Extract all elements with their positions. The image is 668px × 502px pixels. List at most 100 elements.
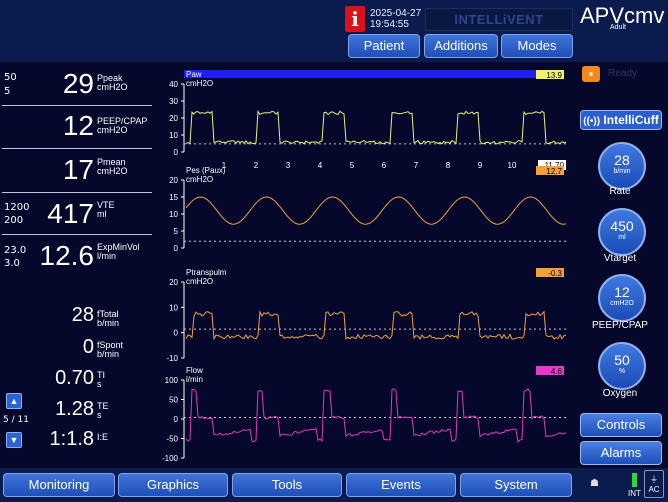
peep-control-unit: cmH2O [600, 300, 644, 307]
modes-button[interactable]: Modes [501, 34, 573, 58]
paw-header-bar [184, 70, 538, 78]
tab-system[interactable]: System [460, 473, 572, 497]
x-tick-label: 8 [446, 161, 451, 170]
int-label: INT [628, 489, 641, 498]
x-tick-label: 9 [478, 161, 483, 170]
status-icon: ⏸ [582, 66, 600, 82]
separator [2, 148, 152, 149]
vte-unit: ml [97, 210, 107, 219]
status-text: Ready [608, 68, 637, 79]
plug-icon: ⏚ [645, 474, 663, 485]
date: 2025-04-27 [370, 8, 421, 19]
oxygen-control[interactable]: 50 % [598, 342, 646, 390]
battery-icon [632, 473, 637, 487]
rate-unit: b/min [600, 168, 644, 175]
vtarget-control[interactable]: 450 ml [598, 208, 646, 256]
peep-control[interactable]: 12 cmH2O [598, 274, 646, 322]
peep-value: 12 [40, 110, 94, 142]
y-tick-label: 100 [165, 376, 179, 385]
oxygen-unit: % [600, 368, 644, 375]
ppeak-value: 29 [40, 68, 94, 100]
alarms-button[interactable]: Alarms [580, 441, 662, 465]
ppeak-limit-high: 50 [4, 72, 17, 83]
tab-graphics[interactable]: Graphics [118, 473, 228, 497]
graph-readout: 12.7 [546, 167, 562, 176]
fspont-value: 0 [40, 336, 94, 359]
graph-readout: 13.9 [546, 71, 562, 80]
intellicuff-label: IntelliCuff [603, 113, 658, 127]
expminvol-limit-high: 23.0 [4, 245, 26, 256]
separator [2, 105, 152, 106]
tab-monitoring[interactable]: Monitoring [3, 473, 115, 497]
graph-unit: cmH2O [186, 277, 213, 286]
info-icon[interactable]: i [345, 6, 365, 32]
waveform-graphs: PawcmH2O13.9403020100123456789101111.70P… [158, 62, 574, 468]
ie-name: I:E [97, 433, 108, 442]
x-tick-label: 7 [414, 161, 419, 170]
waveform-trace [186, 389, 566, 442]
oxygen-value: 50 [600, 352, 644, 368]
patient-button[interactable]: Patient [348, 34, 420, 58]
waveform-trace [186, 197, 566, 224]
ac-label: AC [645, 485, 663, 494]
peep-control-value: 12 [600, 284, 644, 300]
time: 19:54:55 [370, 19, 409, 30]
x-tick-label: 10 [508, 161, 517, 170]
y-tick-label: 20 [169, 176, 178, 185]
ac-power-indicator: ⏚ AC [644, 470, 664, 498]
vtarget-label: Vtarget [585, 253, 655, 264]
pmean-value: 17 [40, 154, 94, 186]
y-tick-label: -100 [162, 454, 179, 463]
pmean-unit: cmH2O [97, 167, 128, 176]
tab-events[interactable]: Events [346, 473, 456, 497]
expminvol-limit-low: 3.0 [4, 258, 20, 269]
peep-control-label: PEEP/CPAP [585, 320, 655, 331]
x-tick-label: 4 [318, 161, 323, 170]
graph-title: Paw [186, 70, 202, 79]
left-monitoring-panel: 50 5 29 Ppeak cmH2O 12 PEEP/CPAP cmH2O 1… [0, 62, 156, 468]
graph-readout: -0.3 [548, 269, 562, 278]
expminvol-unit: l/min [97, 252, 116, 261]
controls-button[interactable]: Controls [580, 413, 662, 437]
graph-title: Pes (Paux) [186, 166, 226, 175]
page-up-button[interactable]: ▲ [6, 393, 22, 409]
vtarget-unit: ml [600, 234, 644, 241]
x-tick-label: 6 [382, 161, 387, 170]
y-tick-label: 30 [169, 97, 178, 106]
y-tick-label: 10 [169, 210, 178, 219]
waveform-trace [186, 111, 566, 144]
y-tick-label: 10 [169, 131, 178, 140]
ftotal-value: 28 [40, 304, 94, 327]
y-tick-label: 0 [174, 415, 179, 424]
y-tick-label: 10 [169, 303, 178, 312]
ti-unit: s [97, 380, 102, 389]
fspont-unit: b/min [97, 350, 119, 359]
page-down-button[interactable]: ▼ [6, 432, 22, 448]
additions-button[interactable]: Additions [424, 34, 498, 58]
rate-control[interactable]: 28 b/min [598, 142, 646, 190]
vte-limit-low: 200 [4, 215, 23, 226]
x-tick-label: 5 [350, 161, 355, 170]
graph-unit: cmH2O [186, 175, 213, 184]
tab-tools[interactable]: Tools [232, 473, 342, 497]
x-tick-label: 3 [286, 161, 291, 170]
graph-unit: cmH2O [186, 79, 213, 88]
rate-value: 28 [600, 152, 644, 168]
brand-label: INTELLiVENT [425, 8, 573, 31]
ppeak-unit: cmH2O [97, 83, 128, 92]
rate-label: Rate [585, 186, 655, 197]
separator [2, 234, 152, 235]
page-indicator: 5 / 11 [3, 415, 29, 425]
ie-value: 1:1.8 [40, 428, 94, 451]
graph-title: Ptranspulm [186, 268, 227, 277]
lung-icon: ☗ [590, 478, 599, 489]
ftotal-unit: b/min [97, 319, 119, 328]
graph-unit: l/min [186, 375, 203, 384]
ppeak-limit-low: 5 [4, 86, 10, 97]
y-tick-label: 0 [174, 329, 179, 338]
oxygen-label: Oxygen [585, 388, 655, 399]
y-tick-label: -10 [166, 354, 178, 363]
expminvol-value: 12.6 [34, 240, 94, 272]
intellicuff-button[interactable]: ((•)) IntelliCuff [580, 110, 662, 130]
te-value: 1.28 [40, 398, 94, 421]
